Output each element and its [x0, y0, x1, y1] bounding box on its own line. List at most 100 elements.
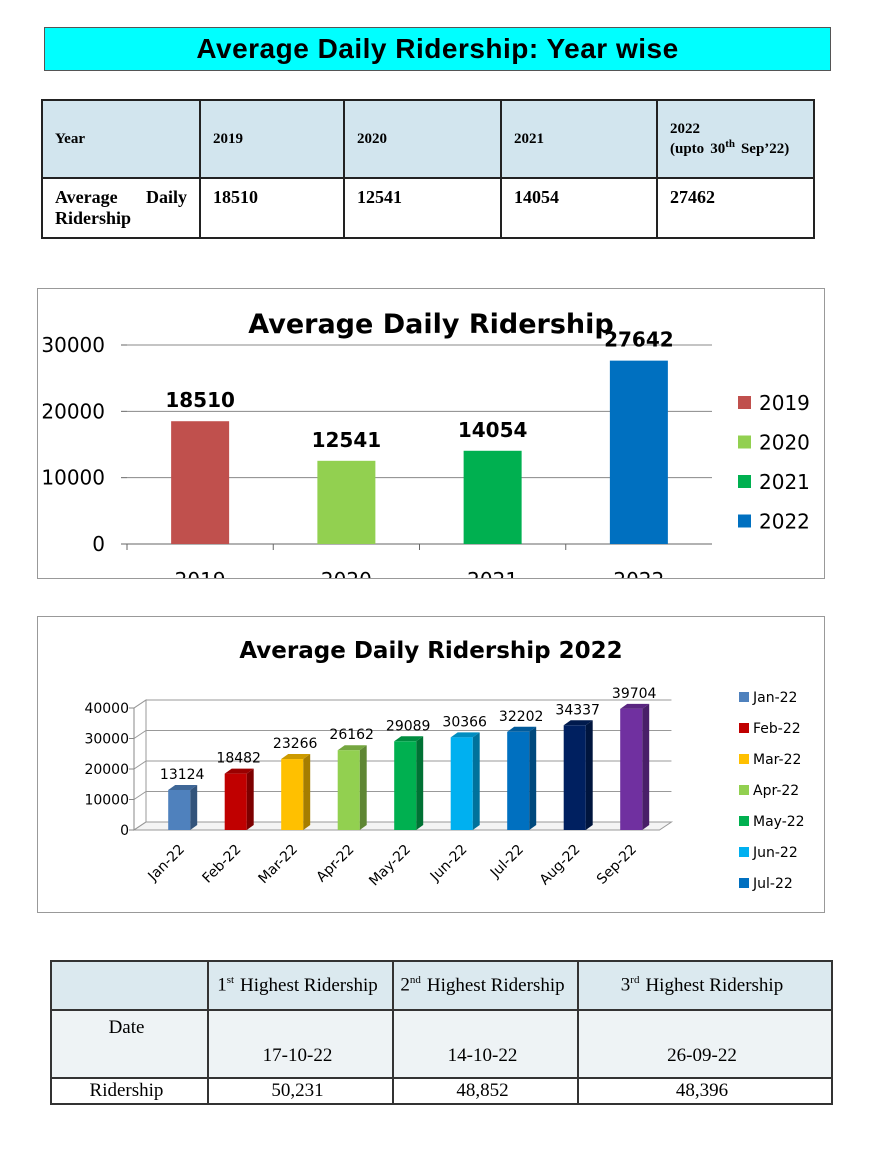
bar [620, 708, 643, 830]
header-cell: Year [41, 99, 201, 179]
data-cell: 27462 [656, 177, 815, 239]
x-tick-label: May-22 [366, 842, 414, 890]
y-tick-label: 10000 [41, 466, 105, 490]
x-tick-label: Jul-22 [487, 842, 527, 882]
sup-text: st [226, 974, 235, 987]
bar-top [224, 768, 254, 774]
x-tick-label: Mar-22 [255, 842, 301, 888]
value-label: 29089 [386, 718, 431, 734]
y-tick-label: 0 [120, 823, 129, 839]
value-label: 27642 [604, 328, 674, 352]
x-tick-label: Apr-22 [314, 842, 358, 886]
value-label: 30366 [442, 714, 487, 730]
legend-swatch [739, 847, 749, 857]
y-tick-label: 20000 [84, 762, 129, 778]
y-tick-label: 10000 [84, 793, 129, 809]
data-cell: Ridership [50, 1077, 209, 1105]
cell-text: Ridership [89, 1080, 164, 1101]
bar-side [585, 720, 593, 830]
bar-side [642, 703, 650, 830]
header-cell: 2022 (upto 30th Sep’22) [656, 99, 815, 179]
bar [224, 773, 247, 830]
cell-text: 17-10-22 [262, 1045, 333, 1066]
data-cell: 17-10-22 [207, 1009, 394, 1079]
bar [317, 460, 376, 544]
bar-top [563, 720, 593, 726]
chart: Average Daily Ridership 0 10000 20000 30000 1… [41, 309, 810, 578]
data-cell: 14-10-22 [392, 1009, 579, 1079]
grid-line [133, 730, 672, 739]
data-cell: 18510 [199, 177, 345, 239]
sup-text: rd [630, 974, 640, 987]
cell-text: 48,396 [675, 1080, 729, 1101]
value-label: 32202 [499, 709, 544, 725]
cell-text: 2021 [514, 130, 544, 147]
y-tick-label: 40000 [84, 701, 129, 717]
cell-text: 14054 [514, 187, 559, 207]
sup-text: nd [409, 974, 421, 987]
y-tick-label: 30000 [41, 333, 105, 357]
bar-top [450, 732, 480, 738]
data-cell: 50,231 [207, 1077, 394, 1105]
cell-text: 3 [620, 974, 631, 996]
value-label: 13124 [160, 767, 205, 783]
header-cell: 3rd Highest Ridership [577, 960, 833, 1011]
legend-swatch [739, 754, 749, 764]
bar [463, 450, 522, 544]
bar [394, 741, 417, 830]
cell-text: Highest Ridership [240, 974, 378, 996]
bar-top [281, 754, 311, 760]
bar-top [507, 726, 537, 732]
bar-top [620, 703, 650, 709]
legend-swatch [738, 435, 751, 449]
cell-text: 1 [217, 974, 227, 996]
bar-top [168, 784, 198, 790]
header-row: 1st Highest Ridership 2nd Highest Ridership… [50, 960, 833, 1011]
bar [609, 360, 668, 544]
bar [507, 731, 530, 830]
grid-line [133, 699, 672, 709]
data-cell: 14054 [500, 177, 658, 239]
cell-text: Sep’22) [740, 140, 790, 157]
value-label: 18510 [165, 388, 235, 412]
legend-label: 2020 [759, 431, 810, 455]
header-cell: 2020 [343, 99, 502, 179]
page-title: Average Daily Ridership: Year wise [44, 27, 831, 71]
data-cell: 12541 [343, 177, 502, 239]
data-cell: Average Daily Ridership [41, 177, 201, 239]
header-cell: 1st Highest Ridership [207, 960, 394, 1011]
bar-side [472, 732, 480, 830]
x-tick-label: Jan-22 [145, 842, 188, 885]
bar [168, 789, 191, 830]
legend-label: Jul-22 [752, 876, 793, 892]
bar-side [529, 726, 537, 830]
cell-text: 50,231 [271, 1080, 324, 1101]
chart-box: Average Daily Ridership 0 10000 20000 30000 1… [37, 288, 825, 579]
legend-swatch [739, 785, 749, 795]
header-cell [50, 960, 209, 1011]
legend-label: 2021 [759, 470, 810, 494]
superscript: rd [630, 974, 639, 986]
header-cell: 2nd Highest Ridership [392, 960, 579, 1011]
header-cell: 2021 [500, 99, 658, 179]
x-tick-label: 2020 [321, 568, 372, 578]
x-tick-label: Feb-22 [200, 842, 245, 887]
cell-text: Year [55, 130, 85, 147]
header-row: Year 2019 2020 2021 2022 (upto 30th Sep’22) [41, 99, 815, 179]
header-cell: 2019 [199, 99, 345, 179]
legend-swatch [739, 878, 749, 888]
chart-title: Average Daily Ridership [248, 309, 613, 340]
chart-title: Average Daily Ridership 2022 [239, 638, 622, 664]
cell-text: 2 [400, 974, 410, 996]
chart: Average Daily Ridership 2022 0 10000 20000 3… [84, 638, 804, 892]
data-row: Average Daily Ridership 18510 12541 14054 27… [41, 177, 815, 239]
legend-swatch [739, 692, 749, 702]
y-tick-label: 0 [92, 532, 105, 556]
x-tick-label: Aug-22 [537, 842, 584, 889]
value-label: 18482 [216, 751, 261, 767]
data-cell: Date [50, 1009, 209, 1079]
cell-text: Date [108, 1017, 145, 1038]
cell-text: Highest Ridership [426, 974, 565, 996]
cell-text: 27462 [670, 187, 715, 207]
